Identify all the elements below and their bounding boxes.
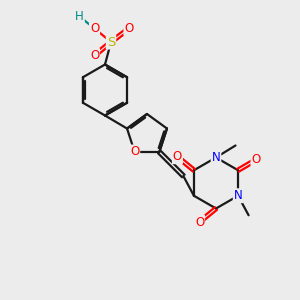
Text: O: O bbox=[90, 22, 99, 35]
Text: N: N bbox=[212, 151, 220, 164]
Text: O: O bbox=[195, 215, 204, 229]
Text: S: S bbox=[107, 35, 115, 49]
Text: O: O bbox=[124, 22, 134, 35]
Text: O: O bbox=[173, 150, 182, 163]
Text: O: O bbox=[90, 49, 99, 62]
Text: O: O bbox=[251, 153, 261, 166]
Text: N: N bbox=[234, 189, 242, 202]
Text: O: O bbox=[130, 146, 139, 158]
Text: H: H bbox=[75, 10, 84, 23]
